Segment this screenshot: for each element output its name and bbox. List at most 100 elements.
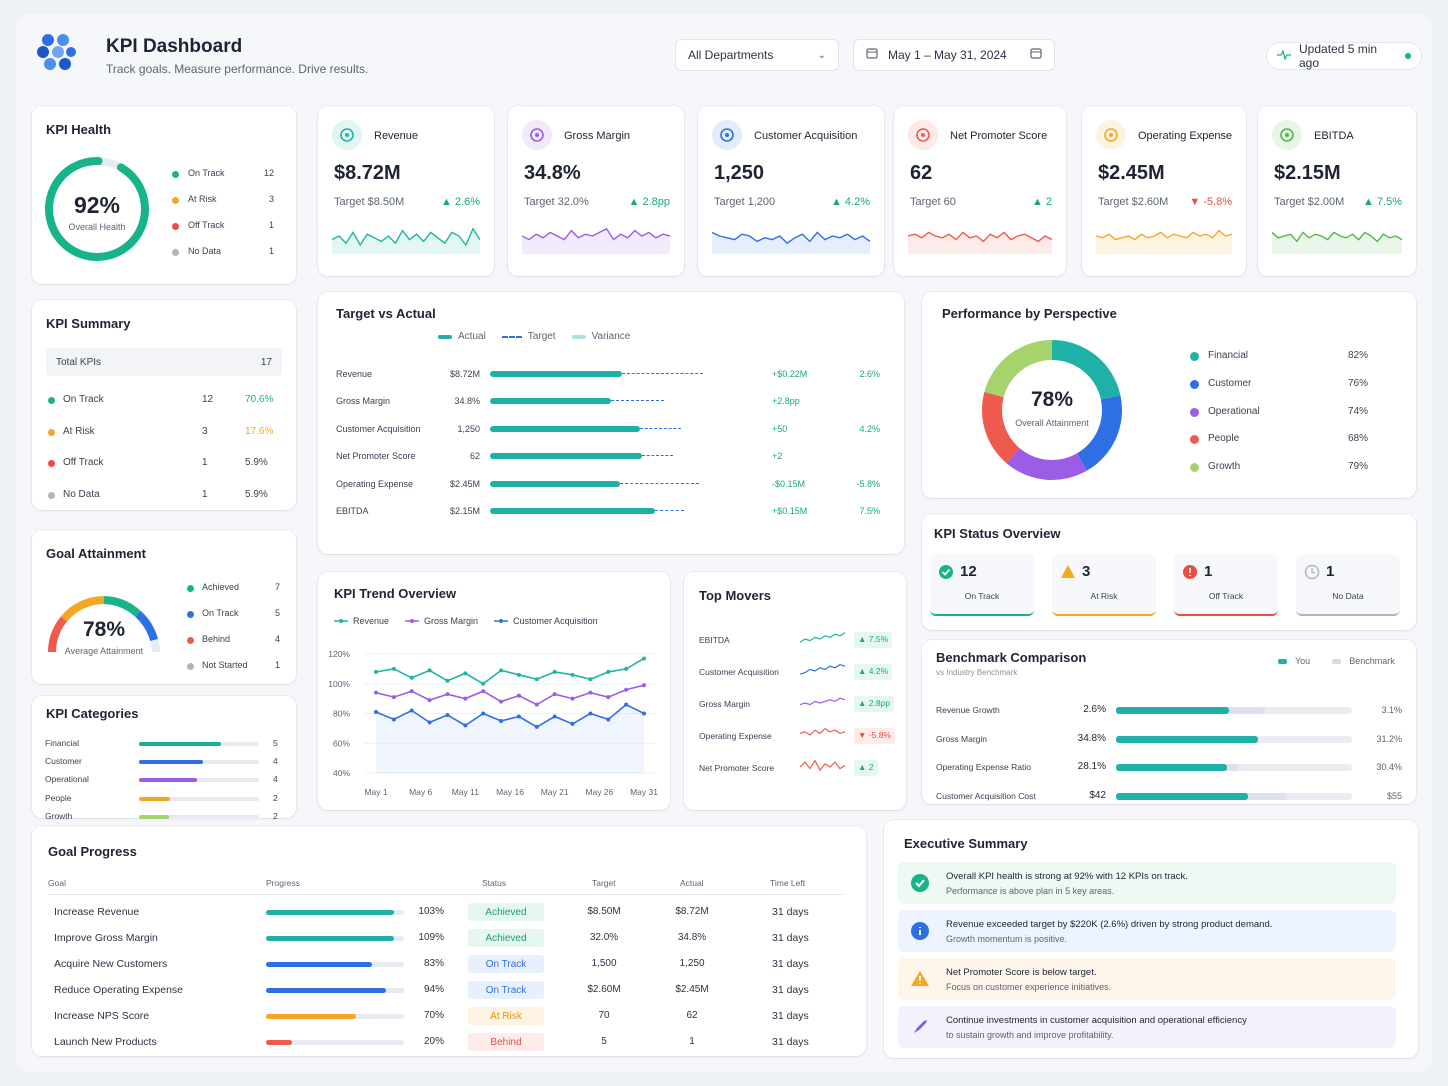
attainment-legend-count: 5 xyxy=(274,608,280,618)
series-point xyxy=(588,677,593,682)
series-point xyxy=(570,672,575,677)
target-vs-actual-card: Target vs Actual Actual Target Variance … xyxy=(318,292,904,554)
warning-icon xyxy=(910,969,930,994)
goal-actual: $8.72M xyxy=(675,906,709,917)
category-count: 4 xyxy=(273,756,278,767)
series-point xyxy=(552,669,557,674)
health-caption: Overall Health xyxy=(68,222,126,232)
table-row[interactable]: Increase Revenue 103% Achieved $8.50M $8.72M… xyxy=(32,900,866,924)
donut-slice-people xyxy=(982,391,1020,464)
kpi-change: ▼ -5.8% xyxy=(1189,196,1232,208)
x-tick-label: May 1 xyxy=(364,787,387,797)
series-line-gross-margin xyxy=(375,684,645,706)
kpi-card-customer-acquisition[interactable]: Customer Acquisition 1,250 Target 1,200 ▲ 4… xyxy=(698,106,884,276)
perspective-pct: 74% xyxy=(1348,405,1369,417)
benchmark-label: Operating Expense Ratio xyxy=(936,762,1031,772)
series-point xyxy=(624,687,629,692)
table-row[interactable]: Increase NPS Score 70% At Risk 70 62 31 days xyxy=(32,1004,866,1028)
series-point xyxy=(606,695,611,700)
legend-swatch xyxy=(494,619,509,623)
date-range-picker[interactable]: May 1 – May 31, 2024 xyxy=(853,39,1055,71)
table-row[interactable]: Reduce Operating Expense 94% On Track $2.60… xyxy=(32,978,866,1002)
department-select[interactable]: All Departments ⌄ xyxy=(675,39,839,71)
status-dot xyxy=(48,491,55,499)
legend-swatch xyxy=(334,619,348,623)
health-legend-count: 1 xyxy=(268,220,274,230)
status-tile-no-data[interactable]: 1 No Data xyxy=(1296,554,1400,616)
series-point xyxy=(409,689,414,694)
attainment-legend-label: On Track xyxy=(202,608,239,618)
kpi-card-revenue[interactable]: Revenue $8.72M Target $8.50M ▲ 2.6% xyxy=(318,106,494,276)
tva-label: Net Promoter Score xyxy=(336,451,416,462)
category-track xyxy=(139,778,259,783)
health-legend-label: On Track xyxy=(188,168,225,178)
tva-value: $8.72M xyxy=(449,369,480,379)
updated-status: Updated 5 min ago xyxy=(1266,42,1422,70)
series-point xyxy=(588,711,593,716)
sparkline xyxy=(712,231,870,254)
rocket-icon xyxy=(910,1017,930,1042)
top-movers-title: Top Movers xyxy=(699,588,771,603)
summary-line2: Focus on customer experience initiatives… xyxy=(946,982,1112,992)
status-tile-on-track[interactable]: 12 On Track xyxy=(930,554,1034,616)
x-tick-label: May 21 xyxy=(541,787,569,797)
tva-target-line xyxy=(639,427,682,429)
kpi-card-operating-expense[interactable]: Operating Expense $2.45M Target $2.60M ▼ -5… xyxy=(1082,106,1246,276)
series-point xyxy=(463,696,468,701)
kpi-label: Gross Margin xyxy=(564,130,631,142)
status-badge: On Track xyxy=(468,955,544,973)
table-row[interactable]: Launch New Products 20% Behind 5 1 31 days xyxy=(32,1030,866,1054)
executive-summary-title: Executive Summary xyxy=(904,836,1028,851)
table-row[interactable]: Acquire New Customers 83% On Track 1,500 1,2… xyxy=(32,952,866,976)
legend-actual: Actual xyxy=(458,331,486,342)
series-point xyxy=(427,668,432,673)
tva-actual-bar xyxy=(490,398,611,405)
mover-sparkline xyxy=(799,632,846,643)
summary-item: Net Promoter Score is below target. Focus… xyxy=(898,958,1396,1000)
mover-sparkline xyxy=(799,663,846,675)
status-count: 1 xyxy=(1204,563,1213,580)
summary-row-pct: 5.9% xyxy=(245,488,268,500)
kpi-card-gross-margin[interactable]: Gross Margin 34.8% Target 32.0% ▲ 2.8pp xyxy=(508,106,684,276)
donut-slice-growth xyxy=(984,340,1052,398)
kpi-value: $2.15M xyxy=(1274,162,1341,184)
benchmark-subtitle: vs Industry Benchmark xyxy=(936,668,1018,677)
goal-target: $8.50M xyxy=(587,906,621,917)
status-tile-off-track[interactable]: 1 Off Track xyxy=(1174,554,1278,616)
benchmark-you-bar xyxy=(1116,792,1249,800)
summary-row-count: 3 xyxy=(202,425,208,437)
tva-label: Customer Acquisition xyxy=(336,423,421,434)
trend-legend-label: Revenue xyxy=(353,616,390,626)
category-count: 2 xyxy=(273,792,278,803)
kpi-card-net-promoter-score[interactable]: Net Promoter Score 62 Target 60 ▲ 2 xyxy=(894,106,1066,276)
series-point xyxy=(642,656,646,661)
kpi-card-ebitda[interactable]: EBITDA $2.15M Target $2.00M ▲ 7.5% xyxy=(1258,106,1416,276)
goal-target: 5 xyxy=(601,1036,607,1047)
benchmark-bench: 3.1% xyxy=(1381,705,1402,715)
sparkline xyxy=(332,227,480,254)
chevron-down-icon: ⌄ xyxy=(817,49,826,61)
perspective-pct: 79% xyxy=(1348,461,1369,473)
goal-attainment-card: Goal Attainment 78% Average Attainment A… xyxy=(32,530,296,684)
summary-row-count: 1 xyxy=(202,488,208,500)
table-header: Goal xyxy=(48,878,66,888)
progress-pct: 83% xyxy=(423,958,444,969)
category-label: Financial xyxy=(45,738,80,748)
summary-row-label: On Track xyxy=(63,394,104,405)
kpi-summary-card: KPI Summary Total KPIs 17 On Track 12 70.6… xyxy=(32,300,296,510)
table-row[interactable]: Improve Gross Margin 109% Achieved 32.0% 34.… xyxy=(32,926,866,950)
category-count: 2 xyxy=(273,810,278,821)
trend-legend: Revenue Gross Margin Customer Acquisition xyxy=(334,616,598,626)
table-header: Actual xyxy=(680,878,704,888)
tva-pct: 7.5% xyxy=(859,506,880,516)
series-point xyxy=(499,699,504,704)
donut-slice-customer xyxy=(1076,395,1122,471)
goal-name: Launch New Products xyxy=(54,1036,157,1048)
series-point xyxy=(391,666,396,671)
kpi-change: ▲ 2 xyxy=(1031,196,1052,208)
donut-slice-financial xyxy=(1052,340,1121,400)
legend-actual-swatch xyxy=(438,334,452,339)
legend-you: You xyxy=(1295,656,1311,666)
x-tick-label: May 26 xyxy=(585,787,613,797)
status-tile-at-risk[interactable]: 3 At Risk xyxy=(1052,554,1156,616)
